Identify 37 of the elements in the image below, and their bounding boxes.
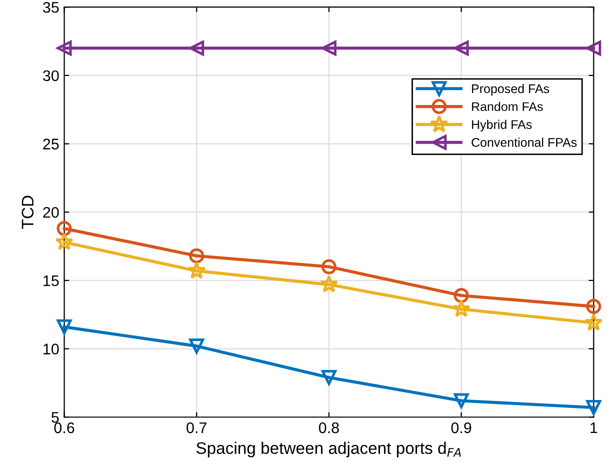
point (56, 40, 72, 56)
point (187, 261, 206, 279)
point (586, 298, 602, 314)
y-tick-label: 20 (43, 206, 59, 218)
x-tick-label: 1 (590, 422, 598, 434)
point (454, 40, 469, 56)
point (321, 259, 336, 274)
point (586, 400, 602, 416)
point (189, 40, 204, 56)
y-tick-label: 5 (52, 412, 59, 423)
point (56, 319, 72, 334)
y-tick-label: 25 (43, 138, 59, 150)
x-tick-label: 0.7 (186, 422, 206, 434)
legend-label: Conventional FPAs (472, 138, 577, 147)
point (321, 370, 336, 385)
x-tick-label: 0.9 (451, 422, 472, 434)
point (189, 338, 204, 354)
point (454, 288, 469, 303)
legend-label: Proposed FAs (472, 84, 550, 96)
point (321, 40, 336, 56)
point (55, 232, 74, 250)
y-tick-label: 15 (44, 275, 59, 286)
legend-label: Random FAs (472, 102, 543, 112)
legend-label: Hybrid FAs (472, 120, 532, 132)
point (586, 40, 602, 56)
y-tick-label: 35 (42, 2, 59, 13)
y-tick-label: 10 (44, 344, 59, 354)
point (454, 393, 469, 408)
point (452, 300, 470, 318)
point (320, 274, 338, 293)
x-axis-title: Spacing between adjacent ports d$_{FA}$ (196, 442, 461, 458)
y-axis-title: TCD (22, 196, 34, 229)
x-tick-label: 0.8 (318, 422, 339, 434)
x-tick-label: 0.6 (54, 422, 74, 434)
point (584, 313, 603, 331)
point (189, 248, 204, 264)
y-tick-label: 30 (42, 70, 59, 82)
